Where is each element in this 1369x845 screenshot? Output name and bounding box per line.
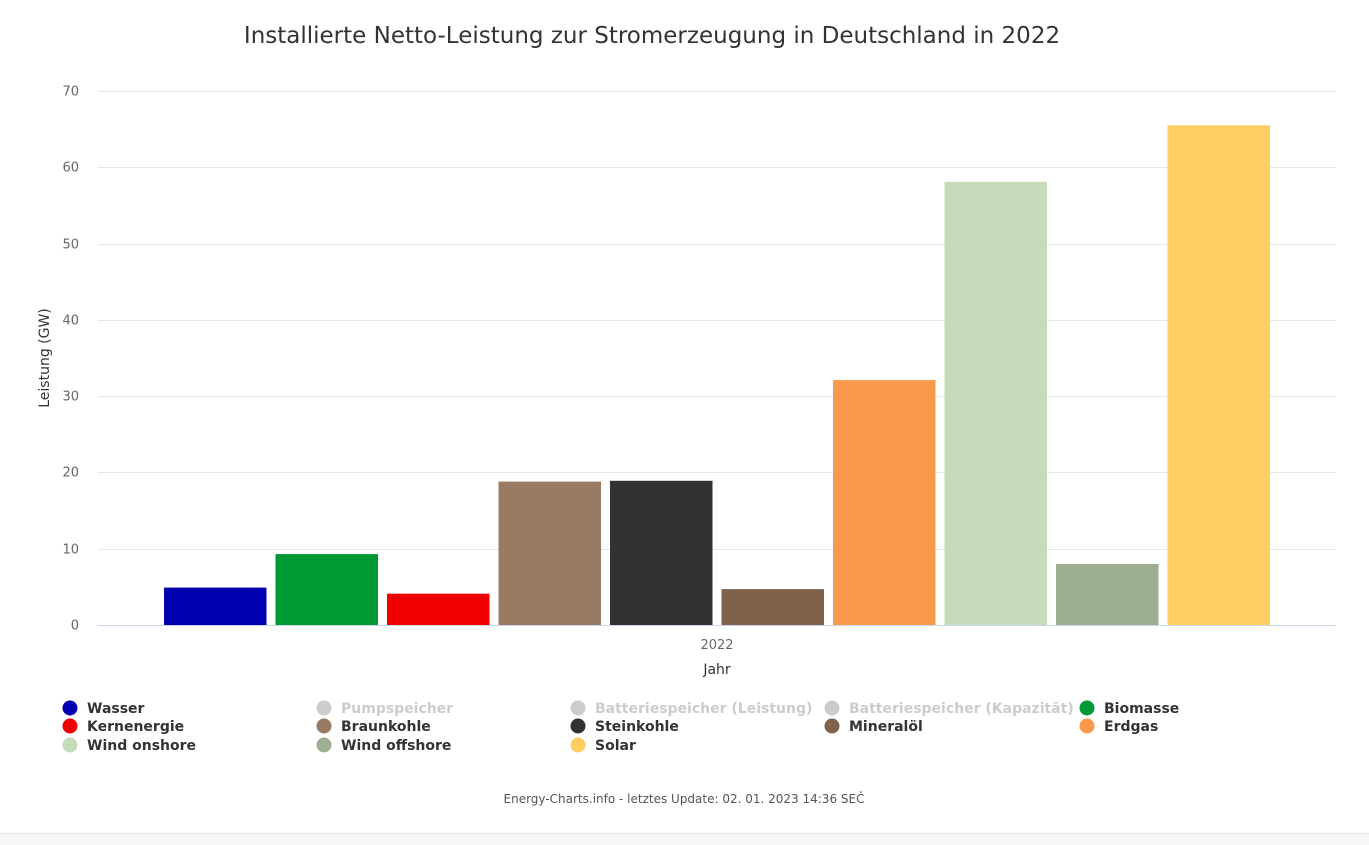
y-axis-title: Leistung (GW): [37, 308, 53, 408]
y-tick-label: 60: [62, 161, 79, 176]
legend-label: Biomasse: [1104, 701, 1179, 717]
bar-steinkohle[interactable]: [610, 480, 713, 625]
legend-item-erdgas[interactable]: Erdgas: [1079, 718, 1159, 736]
legend-marker: [570, 700, 586, 716]
legend-marker: [1079, 700, 1095, 716]
legend-marker: [570, 718, 586, 734]
legend-item-kernenergie[interactable]: Kernenergie: [62, 718, 185, 736]
legend-item-pumpspeicher[interactable]: Pumpspeicher: [316, 700, 454, 718]
y-tick-label: 20: [62, 466, 79, 481]
legend-label: Kernenergie: [87, 719, 184, 735]
bar-wind-offshore[interactable]: [1056, 564, 1159, 625]
x-axis-title: Jahr: [702, 662, 731, 678]
legend-label: Steinkohle: [595, 719, 679, 735]
bar-mineralöl[interactable]: [721, 589, 825, 625]
legend-item-mineralöl[interactable]: Mineralöl: [824, 718, 923, 736]
legend-item-steinkohle[interactable]: Steinkohle: [570, 718, 679, 736]
legend-marker: [1079, 718, 1095, 734]
legend-marker: [824, 700, 840, 716]
bar-wasser[interactable]: [164, 587, 267, 625]
y-axis-ticks: 0 10 20 30 40 50 60 70: [62, 85, 79, 634]
bottom-strip: [0, 833, 1369, 845]
legend-label: Wind onshore: [87, 738, 196, 754]
legend-item-wasser[interactable]: Wasser: [62, 700, 145, 718]
legend-label: Mineralöl: [849, 719, 923, 735]
legend-label: Wind offshore: [341, 738, 451, 754]
legend-marker: [62, 700, 78, 716]
legend-marker: [316, 737, 332, 753]
bar-kernenergie[interactable]: [387, 593, 490, 625]
legend: Wasser Pumpspeicher Batteriespeicher (Leis…: [62, 700, 1180, 755]
legend-marker: [316, 718, 332, 734]
chart-title: Installierte Netto-Leistung zur Stromerz…: [244, 23, 1060, 49]
legend-item-biomasse[interactable]: Biomasse: [1079, 700, 1180, 718]
legend-label: Batteriespeicher (Kapazität): [849, 701, 1074, 717]
chart-credit[interactable]: Energy-Charts.info - letztes Update: 02.…: [504, 791, 865, 806]
legend-marker: [316, 700, 332, 716]
y-tick-label: 30: [62, 390, 79, 405]
grid: [98, 91, 1336, 550]
legend-item-wind-onshore[interactable]: Wind onshore: [62, 737, 197, 755]
bar-solar[interactable]: [1167, 125, 1271, 626]
legend-label: Erdgas: [1104, 719, 1158, 735]
bar-wind-onshore[interactable]: [944, 181, 1048, 626]
legend-marker: [62, 718, 78, 734]
y-tick-label: 70: [62, 85, 79, 100]
legend-item-batteriespeicher-kapazität[interactable]: Batteriespeicher (Kapazität): [824, 700, 1074, 718]
legend-item-wind-offshore[interactable]: Wind offshore: [316, 737, 452, 755]
bar-biomasse[interactable]: [275, 554, 379, 625]
legend-item-solar[interactable]: Solar: [570, 737, 636, 755]
bars: [164, 125, 1271, 626]
y-tick-label: 50: [62, 238, 79, 253]
legend-label: Wasser: [87, 701, 145, 717]
legend-item-braunkohle[interactable]: Braunkohle: [316, 718, 431, 736]
legend-label: Solar: [595, 738, 636, 754]
legend-marker: [570, 737, 586, 753]
x-tick-label: 2022: [700, 638, 733, 653]
y-tick-label: 40: [62, 314, 79, 329]
legend-item-batteriespeicher-leistung[interactable]: Batteriespeicher (Leistung): [570, 700, 813, 718]
bar-erdgas[interactable]: [833, 380, 936, 625]
y-tick-label: 10: [62, 543, 79, 558]
legend-label: Pumpspeicher: [341, 701, 453, 717]
y-tick-label: 0: [71, 619, 79, 634]
legend-marker: [62, 737, 78, 753]
bar-braunkohle[interactable]: [498, 481, 602, 625]
legend-label: Braunkohle: [341, 719, 431, 735]
legend-label: Batteriespeicher (Leistung): [595, 701, 812, 717]
legend-marker: [824, 718, 840, 734]
